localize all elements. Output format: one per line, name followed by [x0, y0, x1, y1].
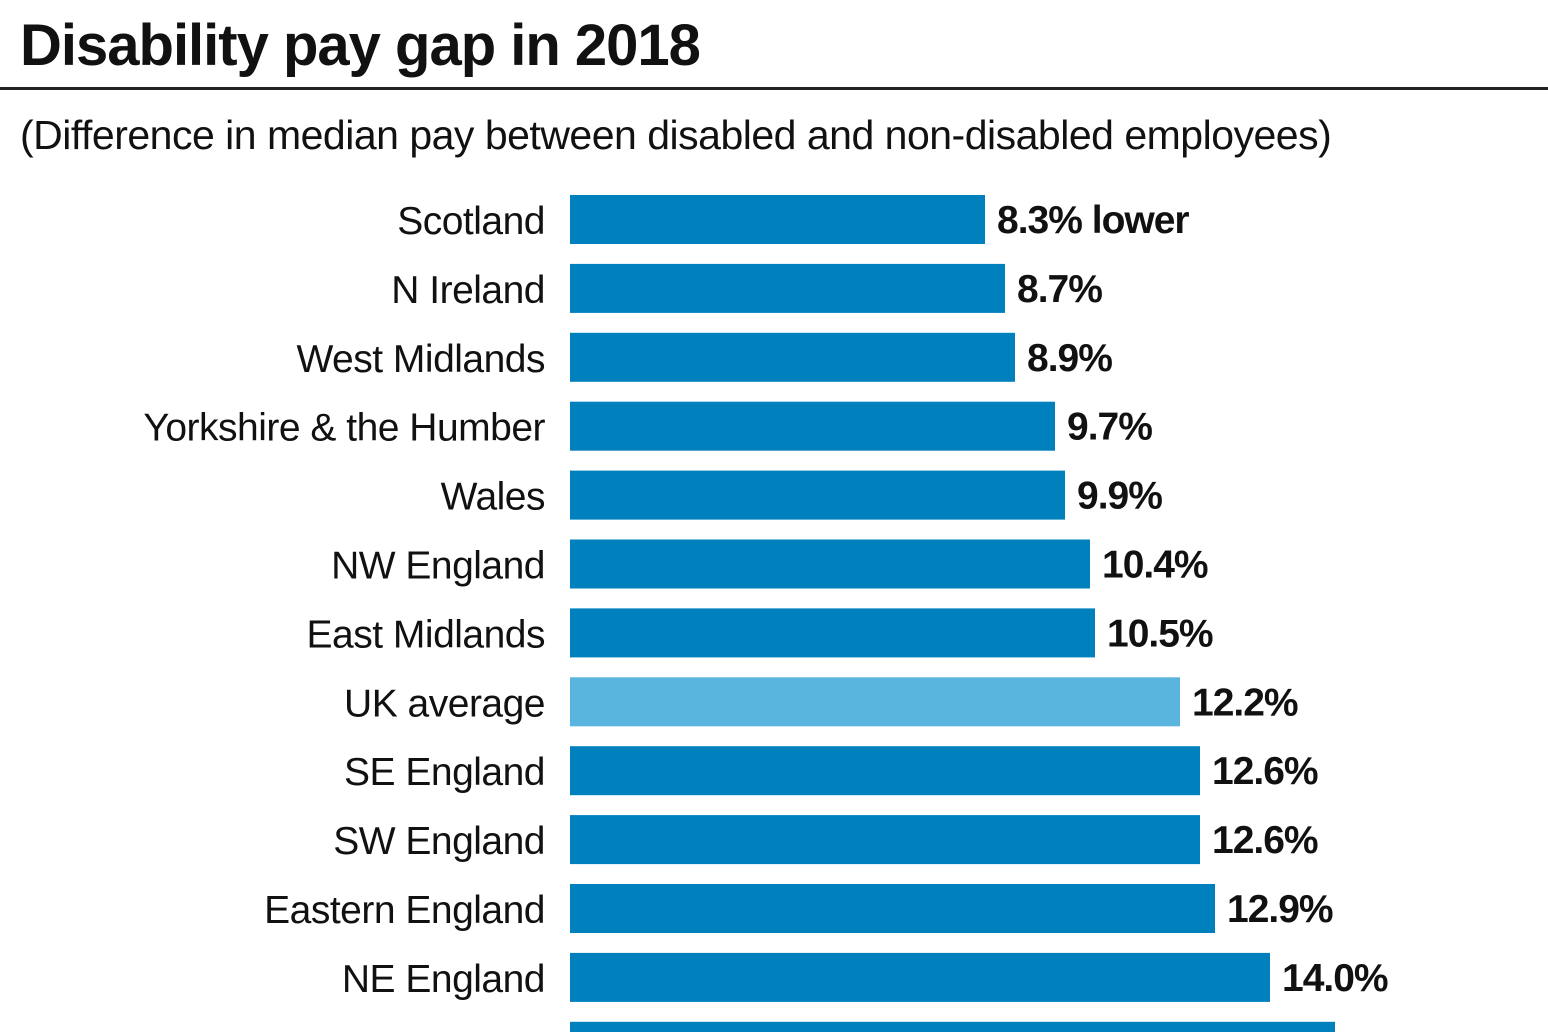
- category-label: N Ireland: [391, 269, 545, 312]
- category-label: East Midlands: [307, 613, 545, 656]
- bar: [570, 884, 1215, 933]
- data-label: 12.6%: [1212, 750, 1318, 793]
- data-label: 10.4%: [1102, 544, 1208, 587]
- category-label: SE England: [344, 751, 545, 794]
- bar: [570, 677, 1180, 727]
- category-label: NE England: [342, 958, 545, 1001]
- chart-subtitle: (Difference in median pay between disabl…: [20, 112, 1332, 158]
- bar: [570, 608, 1095, 658]
- data-label: 10.5%: [1107, 612, 1213, 655]
- bar: [570, 195, 985, 244]
- bar: [570, 815, 1200, 865]
- bar: [570, 263, 1005, 313]
- data-label: 14.0%: [1282, 957, 1388, 1000]
- data-label: 12.9%: [1227, 888, 1333, 931]
- data-label: 9.9%: [1077, 475, 1162, 518]
- title-divider: [0, 87, 1548, 90]
- category-label: Eastern England: [264, 889, 545, 932]
- category-label: West Midlands: [296, 338, 545, 381]
- data-label: 8.7%: [1017, 268, 1102, 311]
- bar: [570, 470, 1065, 520]
- chart-title: Disability pay gap in 2018: [20, 13, 701, 78]
- data-label: 12.6%: [1212, 819, 1318, 862]
- data-label: 8.3% lower: [997, 199, 1189, 242]
- category-label: Yorkshire & the Humber: [143, 407, 545, 450]
- category-label: Wales: [441, 476, 545, 519]
- category-label: NW England: [331, 545, 545, 588]
- data-label: 12.2%: [1192, 681, 1298, 724]
- bar: [570, 952, 1270, 1002]
- category-label: UK average: [344, 682, 545, 725]
- category-label: SW England: [333, 820, 545, 863]
- bar: [570, 746, 1200, 796]
- data-label: 9.7%: [1067, 406, 1152, 449]
- category-label: Scotland: [397, 200, 545, 243]
- bar: [570, 332, 1015, 382]
- bar: [570, 539, 1090, 589]
- bar: [570, 1021, 1335, 1032]
- bar: [570, 401, 1055, 451]
- data-label: 8.9%: [1027, 337, 1112, 380]
